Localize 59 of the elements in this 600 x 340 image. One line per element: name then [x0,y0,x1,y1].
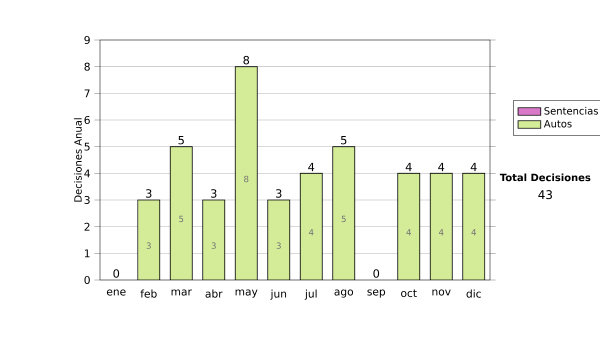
y-tick-label: 7 [84,89,90,98]
x-tick-label: mar [172,289,192,296]
bar [300,173,322,280]
bar [397,172,420,280]
x-tick-label: dic [466,289,481,298]
y-tick-label: 9 [84,36,90,44]
data-label: 3 [276,242,281,249]
x-tick-label: nov [432,289,451,296]
bar [268,200,290,280]
total-label: 8 [243,56,250,64]
data-label: 4 [406,229,412,236]
text: 43 [538,190,552,200]
total-label: 0 [113,269,120,278]
x-tick-label: feb [140,289,157,298]
total-label: 3 [276,189,282,198]
bar [332,146,355,280]
bar [430,172,453,280]
x-tick-label: ago [334,289,354,298]
total-label: 3 [146,189,152,198]
y-axis-title: Decisiones Anual [74,118,82,202]
text: Total Decisiones [500,173,590,182]
y-tick-label: 8 [84,62,90,71]
bar [170,146,192,280]
x-tick-label: oct [401,289,417,298]
total-label: 3 [211,189,216,198]
data-label: 5 [342,216,346,222]
y-tick-label: 1 [84,249,90,258]
total-label: 0 [373,269,380,278]
x-tick-label: abr [206,289,223,298]
legend-label: Autos [544,120,572,128]
total-label: 5 [178,136,184,144]
bar [462,172,486,280]
data-label: 4 [308,229,314,236]
total-label: 4 [406,162,412,172]
data-label: 5 [179,216,184,222]
total-label: 4 [438,162,444,172]
data-label: 3 [212,242,216,249]
x-tick-label: may [236,289,258,298]
data-label: 3 [146,242,151,249]
y-tick-label: 6 [84,116,90,124]
bar [235,66,258,280]
y-tick-label: 2 [84,222,90,231]
total-label: 4 [470,162,477,172]
total-label: 5 [341,136,346,144]
y-tick-label: 0 [84,276,90,284]
y-tick-label: 3 [84,196,90,204]
data-label: 8 [244,176,248,182]
total-label: 4 [308,162,314,172]
bar [202,200,225,280]
data-label: 4 [438,229,444,236]
x-tick-label: jun [270,289,286,300]
y-tick-label: 4 [84,169,90,178]
x-tick-label: ene [106,289,126,296]
x-tick-label: sep [367,289,386,298]
legend-label: Sentencias [544,106,598,115]
data-label: 4 [471,229,476,236]
x-tick-label: jul [304,289,317,300]
y-tick-label: 5 [84,142,90,151]
bar [138,200,160,280]
